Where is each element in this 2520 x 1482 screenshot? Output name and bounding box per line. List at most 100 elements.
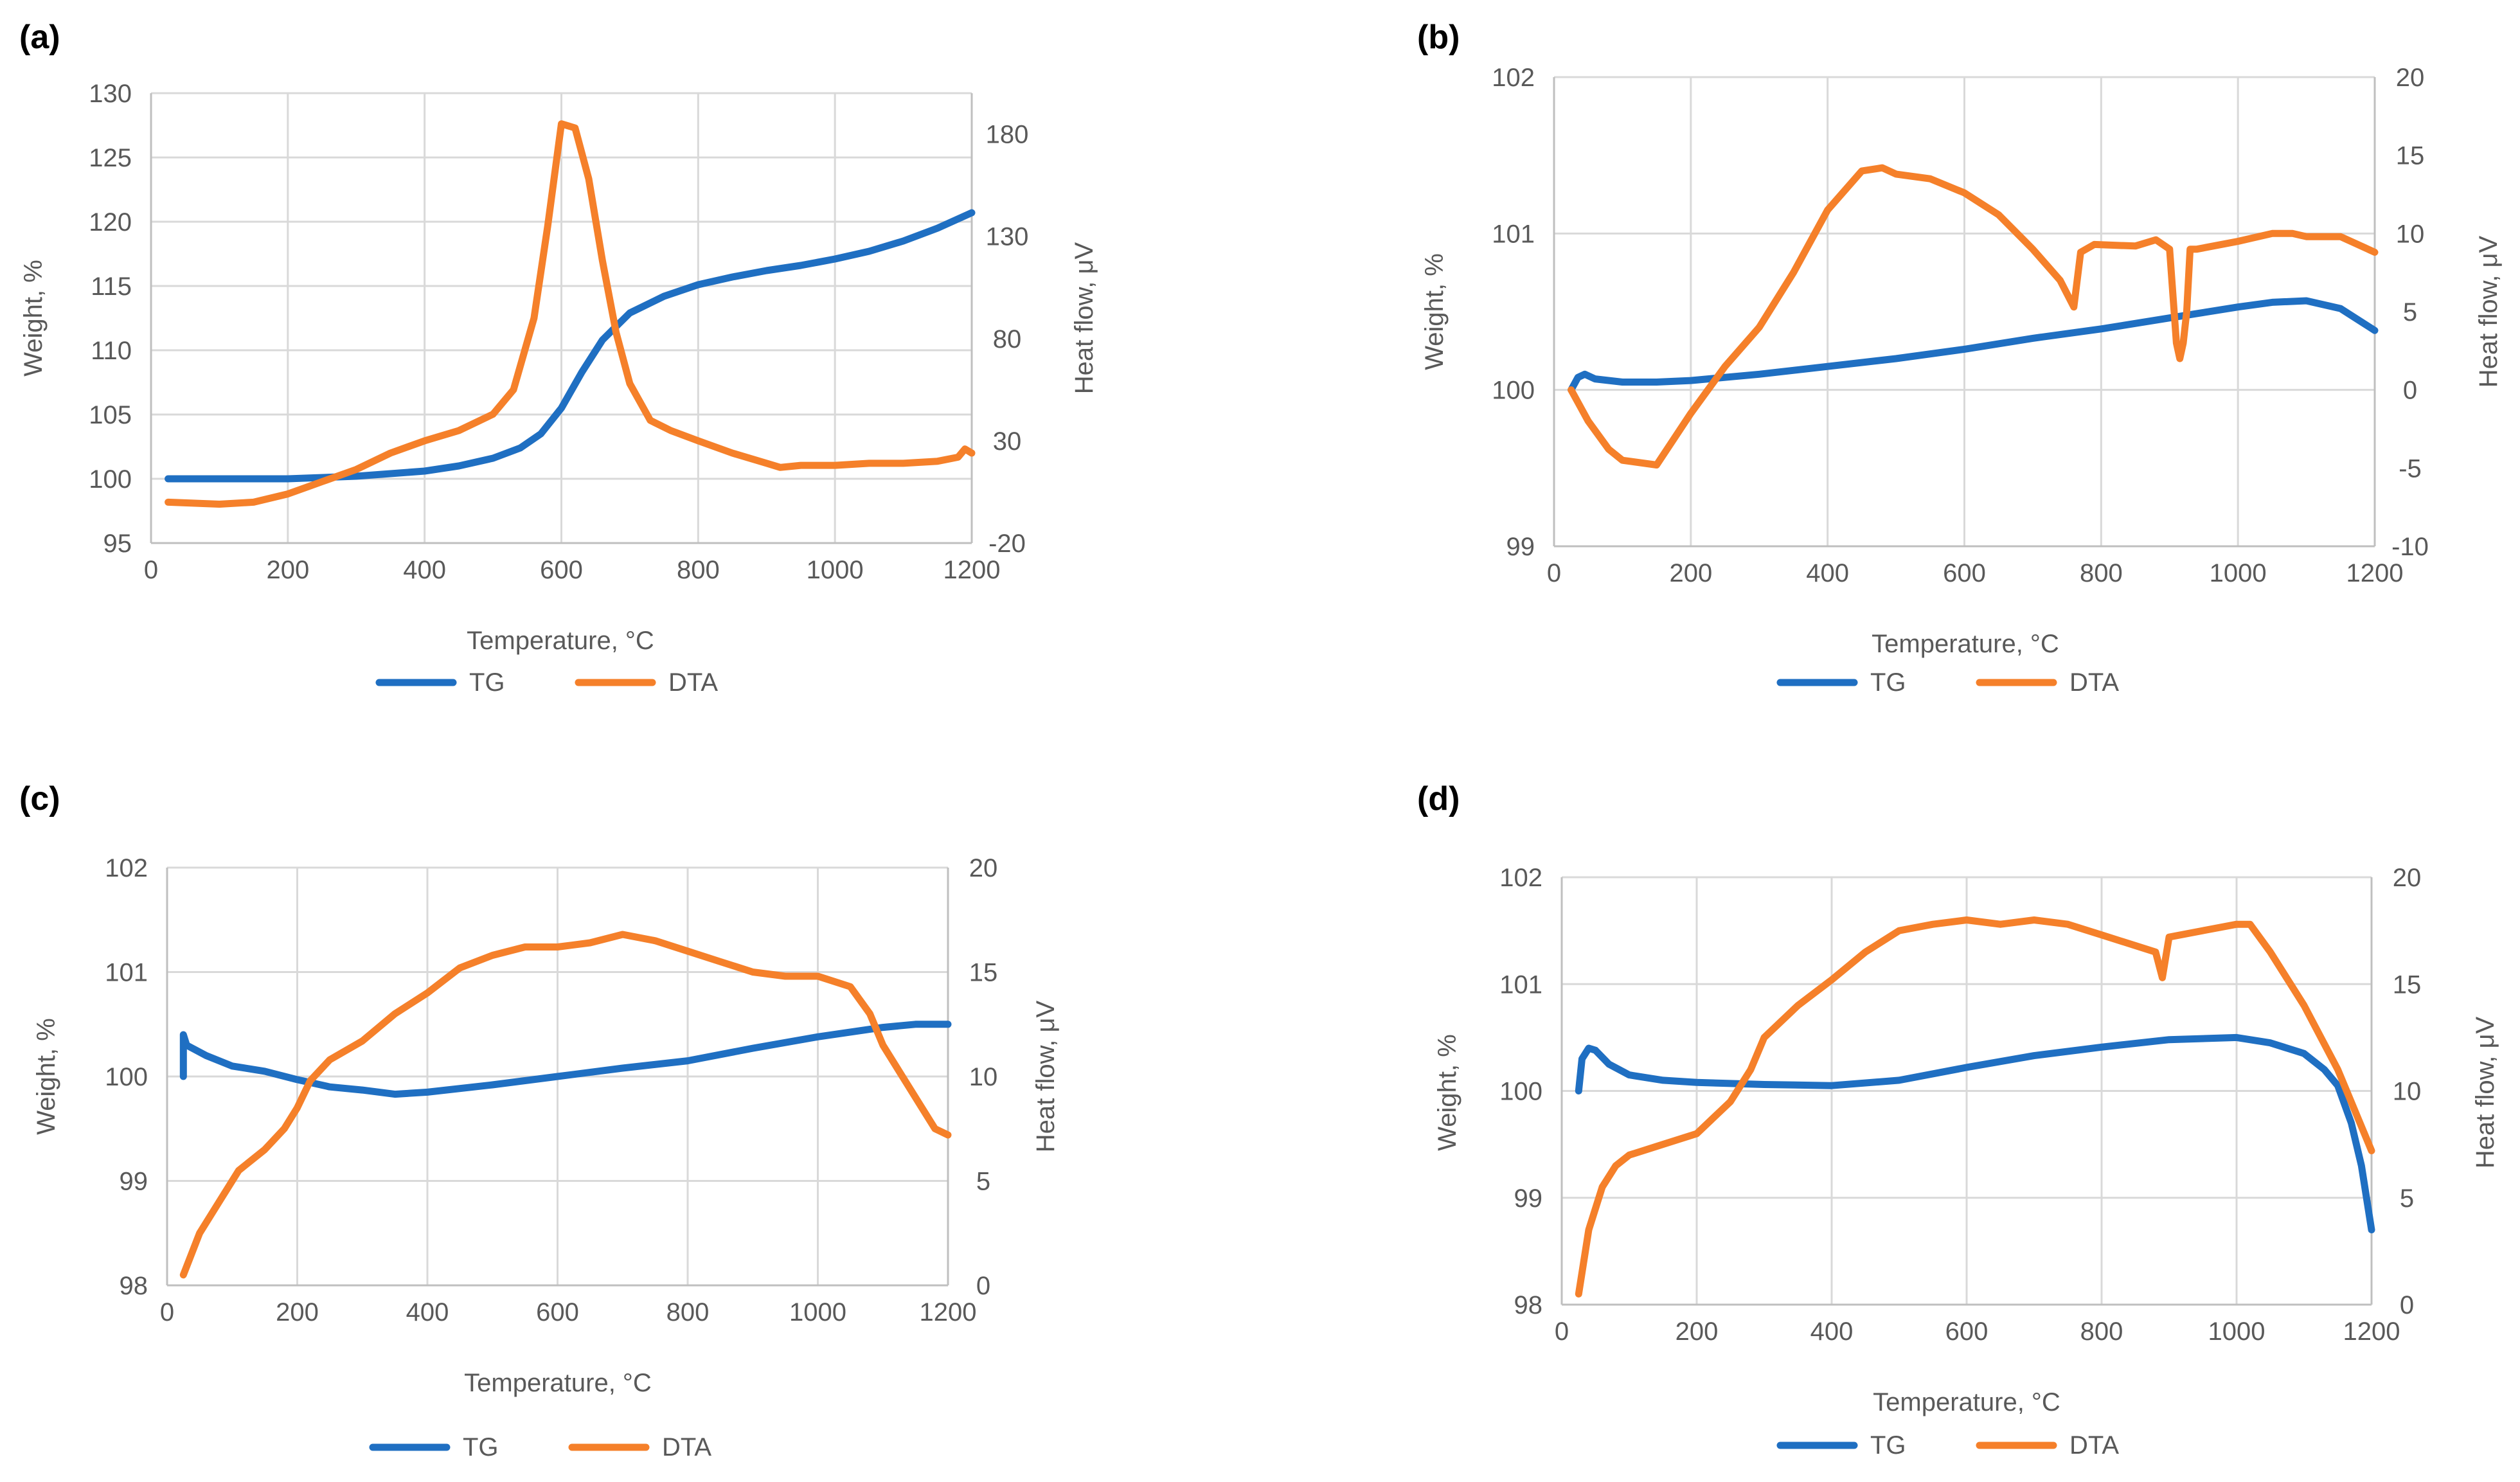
x-axis-title: Temperature, °C	[1873, 1388, 2060, 1416]
y-tick-label: 101	[105, 959, 148, 987]
legend-label-tg: TG	[1870, 1431, 1906, 1460]
y-tick-label: 98	[1514, 1291, 1543, 1319]
y-tick-label: 120	[89, 208, 132, 237]
legend-label-tg: TG	[1870, 668, 1906, 697]
y2-tick-label: 80	[993, 325, 1022, 353]
y2-tick-label: 15	[2396, 142, 2425, 170]
y2-tick-label: 20	[969, 854, 998, 882]
y2-tick-label: -5	[2399, 454, 2422, 483]
y2-tick-label: 20	[2396, 64, 2425, 92]
y2-axis-title: Heat flow, μV	[2474, 235, 2503, 388]
series-line-dta	[165, 120, 976, 508]
y2-tick-label: 15	[2393, 970, 2422, 999]
y2-tick-label: 5	[2400, 1184, 2414, 1213]
y2-tick-label: 20	[2393, 864, 2422, 892]
x-tick-label: 1000	[807, 556, 864, 584]
x-tick-label: 1200	[920, 1298, 977, 1326]
y-axis-title: Weight, %	[32, 1018, 60, 1135]
y2-tick-label: 180	[986, 121, 1029, 149]
y2-tick-label: 0	[2403, 377, 2417, 405]
y-tick-label: 100	[1492, 377, 1535, 405]
x-tick-label: 600	[1945, 1317, 1988, 1346]
x-tick-label: 600	[536, 1298, 579, 1326]
y2-tick-label: 10	[2393, 1078, 2422, 1106]
legend: TG DTA	[375, 668, 718, 697]
x-tick-label: 200	[276, 1298, 319, 1326]
x-tick-label: 400	[1806, 559, 1849, 587]
series-line-tg	[1575, 1033, 2375, 1234]
series-line-dta	[1575, 916, 2375, 1298]
y-tick-label: 110	[91, 337, 132, 365]
x-axis-title: Temperature, °C	[467, 627, 654, 655]
legend-label-dta: DTA	[2069, 668, 2119, 697]
y-tick-label: 130	[89, 80, 132, 108]
x-tick-label: 200	[1676, 1317, 1719, 1346]
legend-label-dta: DTA	[2069, 1431, 2119, 1460]
series-line-tg	[165, 209, 976, 483]
chart-panel-2: (b)0 200 400 600 800 1000 120099100101102-10-5…	[1417, 19, 2503, 697]
y2-tick-label: 0	[976, 1272, 990, 1300]
chart-panel-3: (c)0 200 400 600 800 1000 12009899100101102051…	[19, 780, 1060, 1461]
y-axis-title: Weight, %	[1420, 253, 1449, 370]
y-tick-label: 95	[103, 530, 132, 558]
y-tick-label: 100	[89, 465, 132, 494]
y2-tick-label: 10	[969, 1063, 998, 1091]
x-tick-label: 1000	[2208, 1317, 2265, 1346]
legend-label-tg: TG	[463, 1433, 499, 1461]
legend-label-tg: TG	[469, 668, 505, 697]
y-tick-label: 99	[1506, 533, 1535, 561]
y2-axis-title: Heat flow, μV	[1070, 242, 1098, 394]
x-tick-label: 1000	[789, 1298, 846, 1326]
x-tick-label: 1200	[2343, 1317, 2400, 1346]
y-tick-label: 105	[89, 401, 132, 429]
y2-tick-label: 130	[986, 223, 1029, 251]
x-tick-label: 200	[1669, 559, 1712, 587]
y-tick-label: 98	[120, 1272, 148, 1300]
panel-label: (b)	[1417, 19, 1460, 56]
y-tick-label: 125	[89, 144, 132, 172]
chart-panel-4: (d)0 200 400 600 800 1000 12009899100101102051…	[1417, 780, 2499, 1460]
y-tick-label: 100	[1499, 1078, 1542, 1106]
x-tick-label: 800	[2080, 559, 2123, 587]
y-tick-label: 115	[91, 272, 132, 301]
legend: TG DTA	[1776, 1431, 2119, 1460]
y-axis-title: Weight, %	[1433, 1034, 1461, 1151]
y2-tick-label: 0	[2400, 1291, 2414, 1319]
legend: TG DTA	[1776, 668, 2119, 697]
series-line-dta	[179, 931, 952, 1279]
x-axis-title: Temperature, °C	[464, 1369, 652, 1397]
y2-tick-label: -10	[2391, 533, 2429, 561]
y-tick-label: 101	[1492, 220, 1535, 248]
legend-label-dta: DTA	[668, 668, 718, 697]
x-tick-label: 0	[1547, 559, 1561, 587]
y-tick-label: 102	[1499, 864, 1542, 892]
y-tick-label: 102	[105, 854, 148, 882]
x-tick-label: 600	[540, 556, 583, 584]
y2-axis-title: Heat flow, μV	[1032, 1000, 1060, 1152]
x-tick-label: 800	[677, 556, 720, 584]
y2-tick-label: 15	[969, 959, 998, 987]
x-tick-label: 400	[403, 556, 446, 584]
y2-tick-label: -20	[988, 530, 1026, 558]
x-tick-label: 1000	[2210, 559, 2267, 587]
x-tick-label: 0	[160, 1298, 174, 1326]
y2-tick-label: 5	[976, 1168, 990, 1196]
y-tick-label: 101	[1499, 970, 1542, 999]
x-tick-label: 800	[2080, 1317, 2123, 1346]
legend-label-dta: DTA	[662, 1433, 711, 1461]
y2-tick-label: 10	[2396, 220, 2425, 248]
x-tick-label: 200	[266, 556, 309, 584]
y-tick-label: 100	[105, 1063, 148, 1091]
chart-panel-1: (a) 0 200 400 600 800 1000 1200 95 100 105 110 115 12…	[19, 19, 1098, 697]
y-tick-label: 102	[1492, 64, 1535, 92]
x-tick-label: 600	[1943, 559, 1986, 587]
y2-tick-label: 30	[993, 427, 1022, 456]
x-tick-label: 1200	[2346, 559, 2404, 587]
x-tick-label: 400	[406, 1298, 449, 1326]
panel-label: (d)	[1417, 780, 1460, 817]
x-tick-label: 0	[144, 556, 158, 584]
series-line-dta	[1568, 164, 2379, 469]
x-tick-label: 1200	[943, 556, 1001, 584]
y2-axis-title: Heat flow, μV	[2471, 1016, 2499, 1168]
